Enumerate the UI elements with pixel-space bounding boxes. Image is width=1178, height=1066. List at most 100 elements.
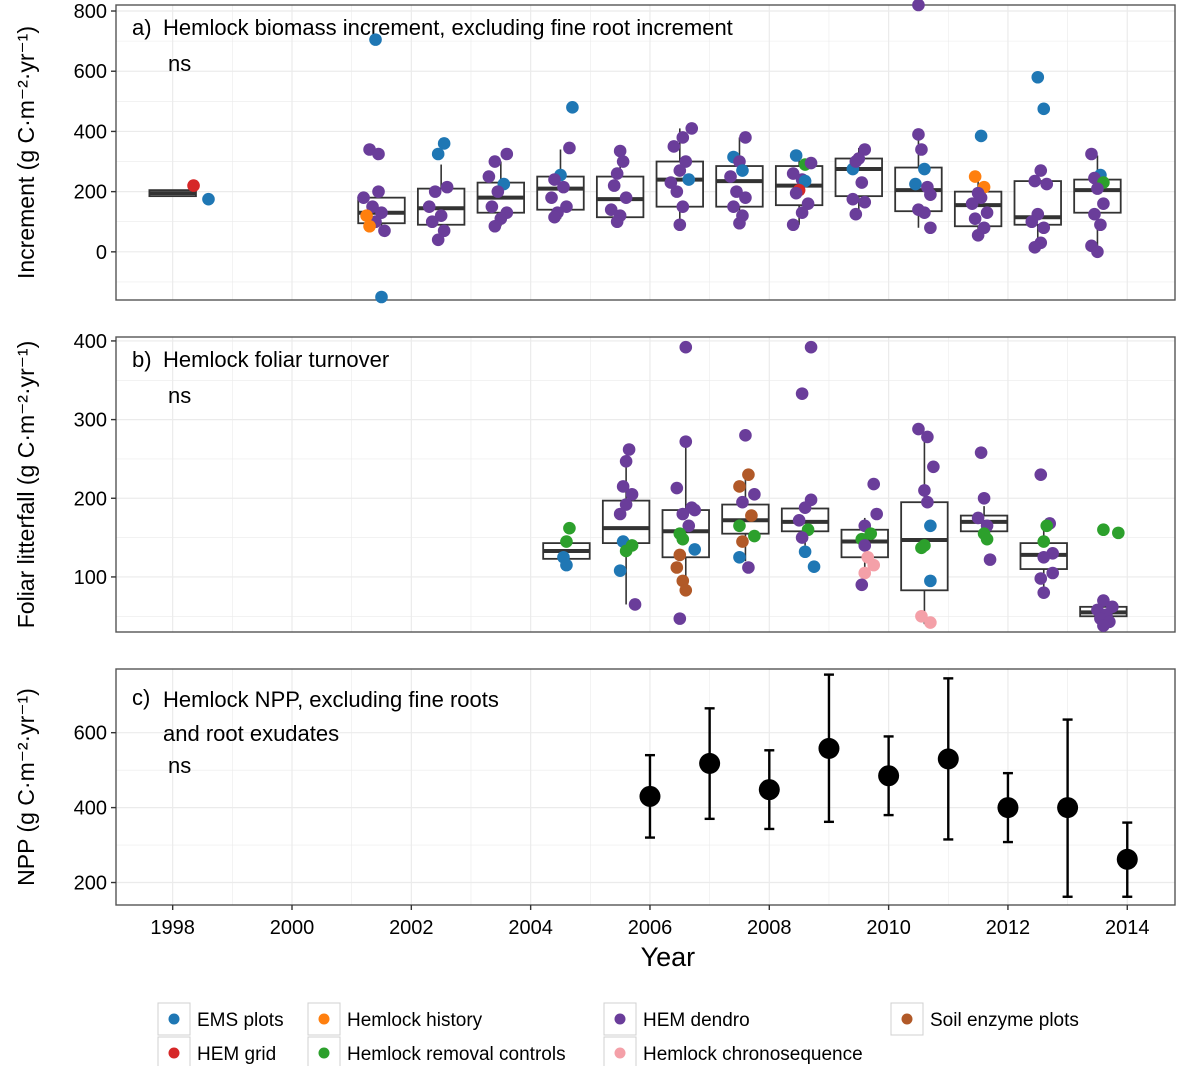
legend-swatch [614,1047,626,1059]
data-point [924,519,937,533]
y-tick-label: 400 [74,331,107,353]
legend-item: Hemlock removal controls [307,1036,566,1066]
y-tick-label: 100 [74,567,107,589]
data-point [918,484,931,497]
data-point [858,539,872,552]
data-point [912,128,925,141]
panel-title-line: Hemlock NPP, excluding fine roots [163,687,499,712]
y-tick-label: 200 [74,873,107,895]
legend-label: EMS plots [197,1010,284,1031]
data-point [366,200,379,213]
data-point [560,535,573,548]
data-point [1097,197,1110,210]
legend-label: Soil enzyme plots [930,1010,1079,1031]
data-point [748,529,761,543]
data-point [434,209,448,223]
data-point [924,574,937,588]
data-point [804,340,818,354]
x-tick-label: 2010 [866,917,911,939]
data-point [619,498,633,511]
data-point [1037,535,1051,548]
data-point [676,507,690,521]
data-point [422,200,436,213]
data-point [733,519,746,533]
legend-swatch [318,1013,330,1025]
y-tick-label: 300 [74,410,107,432]
data-point [736,164,749,177]
data-point [730,185,743,198]
x-tick-label: 2002 [389,917,434,939]
x-tick-label: 2004 [508,917,553,939]
data-point [915,541,928,555]
data-point [727,200,740,213]
data-point [187,179,200,192]
data-point [1034,468,1048,481]
data-point [912,0,925,12]
data-point [619,454,633,468]
panel-3: 200 400 600 NPP (g C·m⁻²·yr⁻¹) c) Hemlock NPP… [13,668,1176,906]
data-point [1046,566,1059,580]
data-point [798,545,812,559]
y-axis-title: NPP (g C·m⁻²·yr⁻¹) [13,688,39,886]
data-point [378,224,391,238]
legend-label: Hemlock chronosequence [643,1044,863,1065]
data-point [437,224,451,238]
data-point [855,578,869,592]
data-point [688,543,702,556]
data-point [849,155,863,168]
data-point [616,155,630,168]
data-point [733,216,746,230]
data-point [1031,70,1045,84]
data-point [619,544,633,558]
data-point [375,206,388,220]
data-point [679,584,693,597]
data-point [360,209,373,223]
data-point [733,480,746,493]
data-point [1040,519,1054,533]
data-point [682,173,696,186]
y-tick-label: 0 [96,242,107,264]
data-point [742,561,755,574]
data-point [548,210,561,224]
npp-point [997,797,1019,819]
data-point [867,477,881,491]
data-point [369,33,382,46]
data-point [1025,215,1039,229]
data-point [1094,218,1107,232]
x-tick-label: 2006 [628,917,673,939]
data-point [733,550,746,564]
data-point [548,173,561,186]
data-point [1085,147,1098,161]
data-point [604,203,618,216]
data-point [748,488,761,501]
data-point [667,140,681,153]
data-point [1112,526,1125,540]
data-point [560,558,573,572]
data-point [965,197,979,210]
data-point [1097,594,1110,607]
data-point [679,435,693,448]
data-point [482,170,496,183]
legend-item: HEM dendro [603,1002,750,1036]
data-point [921,495,934,509]
data-point [545,191,558,204]
legend-key [157,1002,191,1036]
panel-tag: a) [132,15,152,40]
legend-label: Hemlock history [347,1010,483,1031]
x-tick-label: 1998 [150,917,195,939]
data-point [563,521,576,535]
data-point [927,460,940,474]
panel-title: Hemlock foliar turnover [163,347,389,372]
data-point [786,218,800,232]
y-axis-title: Increment (g C·m⁻²·yr⁻¹) [13,26,39,279]
npp-point [1057,797,1079,819]
data-point [372,185,385,198]
data-point [855,176,869,189]
data-point [563,141,576,155]
panel-1: 0 200 400 600 800 Increment (g C·m⁻²·yr⁻¹) a) H… [13,0,1176,304]
significance-label: ns [168,753,191,778]
data-point [798,501,812,515]
npp-point [818,737,840,759]
data-point [557,180,570,194]
